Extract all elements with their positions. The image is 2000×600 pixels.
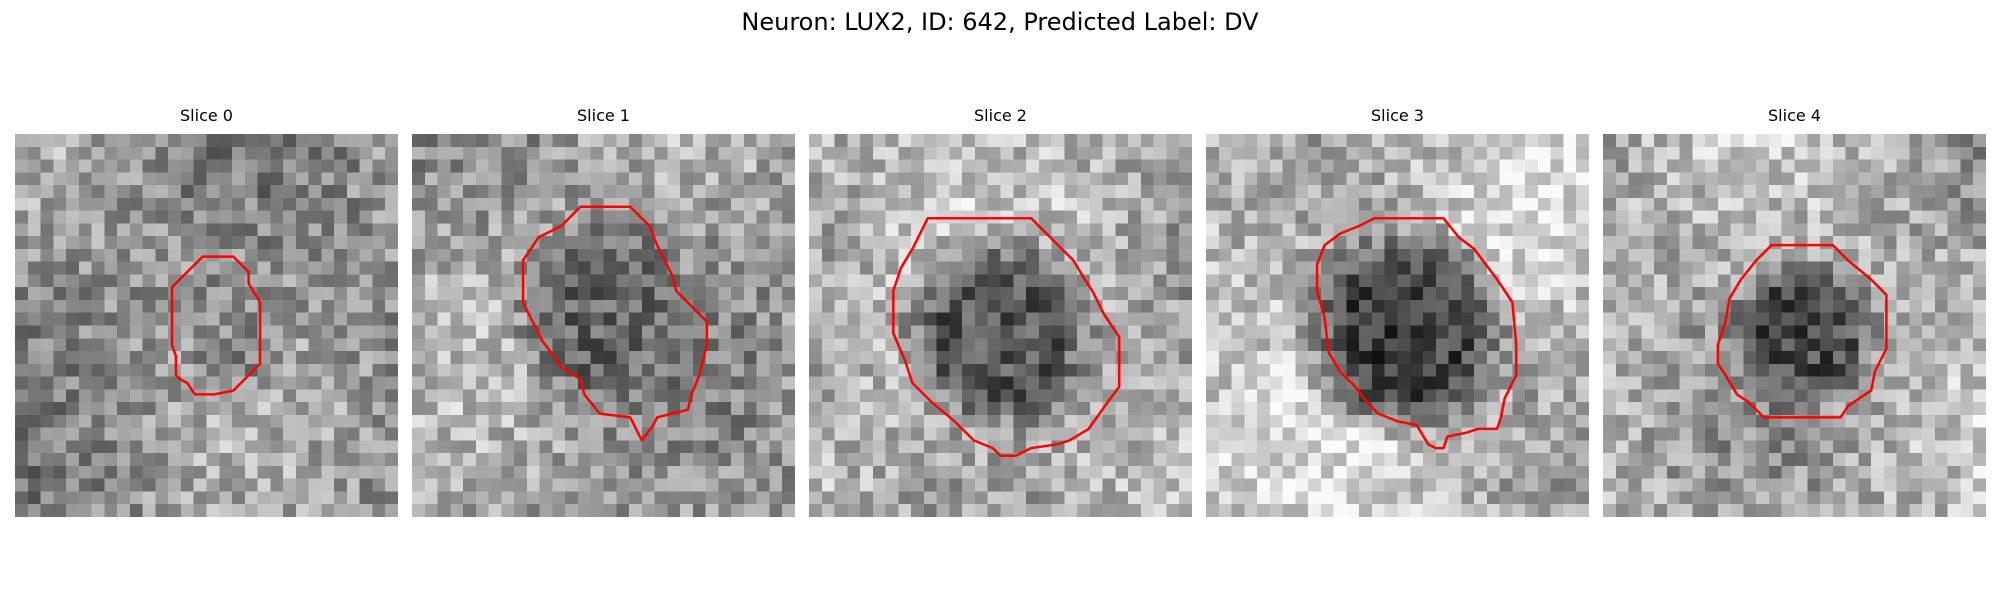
slice-panel-3: Slice 3 — [1206, 106, 1589, 520]
slice-image — [15, 134, 398, 517]
slice-title: Slice 0 — [180, 106, 233, 125]
slice-panel-2: Slice 2 — [809, 106, 1192, 520]
pixel-grid — [809, 134, 1192, 517]
slice-title: Slice 2 — [974, 106, 1027, 125]
slice-image — [412, 134, 795, 517]
slice-image — [809, 134, 1192, 517]
neuron-outline — [170, 255, 262, 396]
slice-panel-0: Slice 0 — [15, 106, 398, 520]
slice-panel-1: Slice 1 — [412, 106, 795, 520]
slice-panel-4: Slice 4 — [1603, 106, 1986, 520]
neuron-outline — [521, 205, 709, 442]
neuron-outline — [1315, 217, 1518, 450]
pixel-grid — [15, 134, 398, 517]
slice-title: Slice 1 — [577, 106, 630, 125]
pixel-grid — [1206, 134, 1589, 517]
pixel-grid — [412, 134, 795, 517]
slice-title: Slice 3 — [1371, 106, 1424, 125]
slice-image — [1206, 134, 1589, 517]
pixel-grid — [1603, 134, 1986, 517]
neuron-outline — [1716, 243, 1888, 419]
neuron-outline — [892, 217, 1121, 457]
figure-title: Neuron: LUX2, ID: 642, Predicted Label: … — [741, 8, 1259, 36]
slice-title: Slice 4 — [1768, 106, 1821, 125]
slice-image — [1603, 134, 1986, 517]
